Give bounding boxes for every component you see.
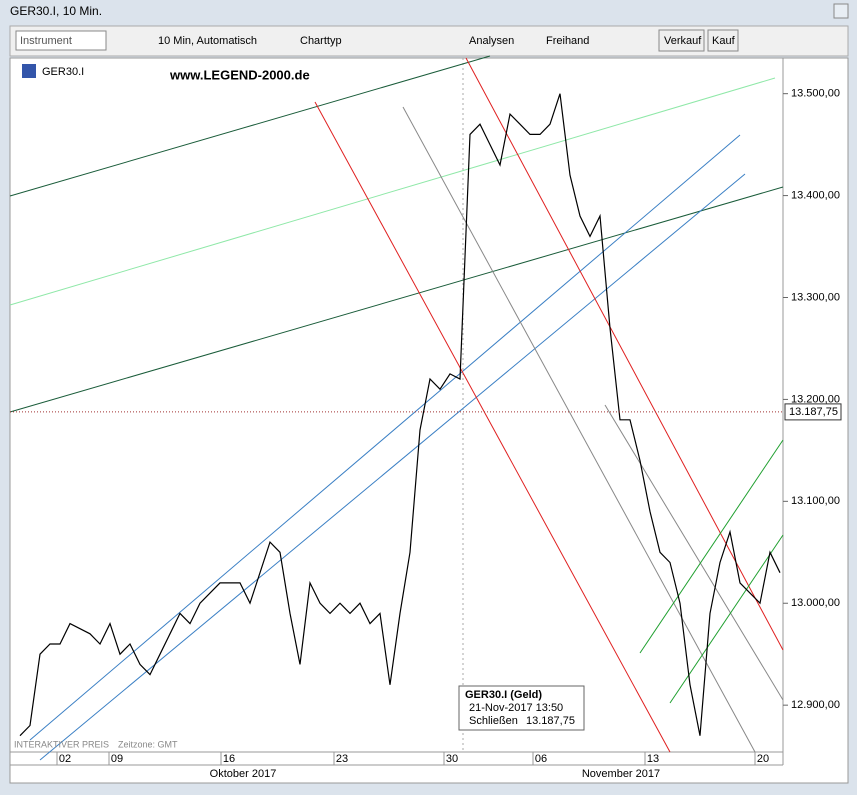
sell-button[interactable]	[658, 29, 705, 52]
close-button[interactable]	[833, 3, 849, 19]
x-tick-label: 06	[535, 753, 547, 765]
symbol-icon	[22, 64, 36, 78]
x-tick-label: 30	[446, 753, 458, 765]
x-tick-label: 23	[336, 753, 348, 765]
y-tick-label: 13.300,00	[791, 291, 840, 303]
x-tick-label: 13	[647, 753, 659, 765]
sell-label: Verkauf	[664, 35, 702, 47]
y-tick-label: 13.000,00	[791, 597, 840, 609]
trend-line	[402, 106, 756, 753]
month-label: Oktober 2017	[210, 768, 277, 780]
window-title: GER30.I, 10 Min.	[10, 4, 102, 18]
chart-area	[9, 57, 849, 784]
symbol-label[interactable]: GER30.I	[42, 66, 84, 78]
price-line	[19, 93, 781, 737]
trend-line	[9, 186, 784, 413]
freihand-menu[interactable]: Freihand	[546, 35, 589, 47]
tooltip	[458, 685, 585, 731]
y-tick-label: 13.100,00	[791, 495, 840, 507]
buy-label: Kauf	[712, 35, 736, 47]
x-tick-label: 20	[757, 753, 769, 765]
y-tick-label: 13.500,00	[791, 88, 840, 100]
tooltip-close: 13.187,75	[526, 715, 575, 727]
x-tick-label: 16	[223, 753, 235, 765]
y-tick-label: 13.200,00	[791, 393, 840, 405]
x-tick-label: 02	[59, 753, 71, 765]
trend-line	[465, 57, 784, 651]
buy-button[interactable]	[707, 29, 739, 52]
trend-line	[9, 77, 776, 306]
instrument-input[interactable]	[15, 30, 107, 51]
trend-line	[39, 173, 746, 761]
trend-line	[604, 404, 784, 701]
trend-line	[29, 134, 741, 741]
footer-label: INTERAKTIVER PREIS	[14, 739, 109, 749]
analysen-menu[interactable]: Analysen	[469, 35, 514, 47]
instrument-placeholder: Instrument	[20, 35, 72, 47]
tooltip-date: 21-Nov-2017 13:50	[469, 702, 563, 714]
charttype-menu[interactable]: Charttyp	[300, 35, 342, 47]
trend-line	[314, 101, 671, 753]
trend-lines	[9, 55, 784, 761]
trend-line	[9, 55, 491, 197]
tooltip-close-label: Schließen	[469, 715, 518, 727]
watermark: www.LEGEND-2000.de	[169, 67, 310, 82]
y-tick-label: 12.900,00	[791, 699, 840, 711]
interval-menu[interactable]: 10 Min, Automatisch	[158, 35, 257, 47]
trend-line	[639, 439, 784, 654]
y-tick-label: 13.400,00	[791, 189, 840, 201]
last-price-label: 13.187,75	[789, 406, 838, 418]
tooltip-title: GER30.I (Geld)	[465, 689, 542, 701]
last-price-box	[784, 403, 842, 421]
x-tick-label: 09	[111, 753, 123, 765]
month-label: November 2017	[582, 768, 660, 780]
timezone-label: Zeitzone: GMT	[118, 739, 178, 749]
